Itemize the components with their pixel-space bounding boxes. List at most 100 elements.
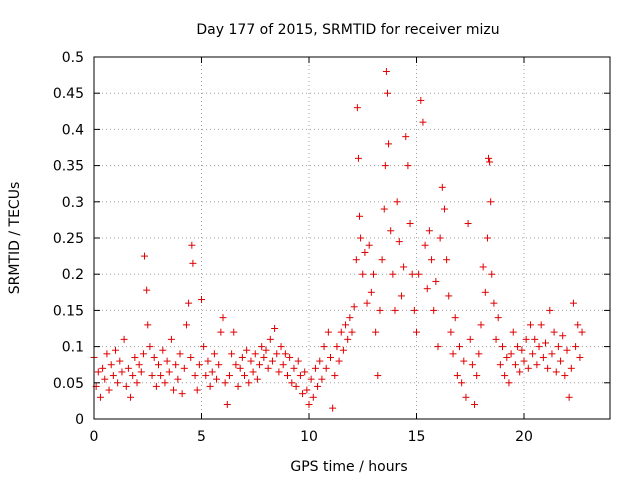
data-point xyxy=(350,303,358,311)
y-axis-label: SRMTID / TECUs xyxy=(7,182,23,295)
data-point xyxy=(436,234,444,242)
data-point xyxy=(266,335,274,343)
y-tick-label: 0.3 xyxy=(62,195,84,211)
data-point xyxy=(526,321,534,329)
data-point xyxy=(131,353,139,361)
data-point xyxy=(210,350,218,358)
data-point xyxy=(440,205,448,213)
data-point xyxy=(425,227,433,235)
data-point xyxy=(129,372,137,380)
y-tick-label: 0.45 xyxy=(53,86,84,102)
data-point xyxy=(552,368,560,376)
data-point xyxy=(365,241,373,249)
data-point xyxy=(559,332,567,340)
data-point xyxy=(316,357,324,365)
data-point xyxy=(378,256,386,264)
data-point xyxy=(178,390,186,398)
data-point xyxy=(381,162,389,170)
data-point xyxy=(520,357,528,365)
grid xyxy=(94,57,610,419)
data-point xyxy=(247,357,255,365)
data-point xyxy=(546,306,554,314)
data-point xyxy=(428,256,436,264)
data-point xyxy=(290,364,298,372)
data-point xyxy=(406,220,414,228)
data-point xyxy=(443,256,451,264)
data-point xyxy=(118,368,126,376)
data-point xyxy=(572,343,580,351)
data-point xyxy=(423,285,431,293)
data-point xyxy=(139,350,147,358)
data-point xyxy=(342,321,350,329)
data-point xyxy=(191,372,199,380)
data-point xyxy=(202,372,210,380)
data-point xyxy=(200,343,208,351)
data-point xyxy=(172,361,180,369)
data-point xyxy=(307,375,315,383)
data-point xyxy=(228,350,236,358)
data-point xyxy=(122,382,130,390)
x-axis-label: GPS time / hours xyxy=(290,459,407,475)
data-point xyxy=(576,353,584,361)
data-point xyxy=(367,288,375,296)
data-point xyxy=(567,364,575,372)
data-point xyxy=(305,401,313,409)
data-point xyxy=(404,162,412,170)
data-point xyxy=(320,343,328,351)
data-point xyxy=(522,335,530,343)
data-point xyxy=(395,238,403,246)
data-point xyxy=(387,227,395,235)
data-point xyxy=(279,361,287,369)
x-tick-label: 0 xyxy=(90,429,99,445)
data-point xyxy=(206,382,214,390)
data-point xyxy=(514,343,522,351)
data-point xyxy=(434,343,442,351)
data-point xyxy=(511,361,519,369)
data-point xyxy=(477,321,485,329)
data-point xyxy=(241,372,248,380)
data-point xyxy=(456,343,463,351)
data-point xyxy=(238,353,246,361)
data-point xyxy=(574,321,582,329)
data-point xyxy=(516,368,524,376)
data-point xyxy=(185,299,193,307)
data-point xyxy=(193,386,201,394)
chart-title: Day 177 of 2015, SRMTID for receiver miz… xyxy=(196,22,499,38)
data-point xyxy=(479,263,487,271)
data-point xyxy=(531,335,539,343)
data-point xyxy=(400,263,408,271)
data-point xyxy=(544,364,552,372)
data-point xyxy=(380,205,388,213)
data-point xyxy=(230,328,238,336)
data-point xyxy=(163,357,171,365)
data-point xyxy=(468,361,476,369)
data-point xyxy=(464,220,472,228)
data-point xyxy=(273,350,281,358)
data-point xyxy=(260,353,268,361)
data-point xyxy=(421,241,429,249)
data-point xyxy=(335,357,343,365)
data-point xyxy=(148,372,156,380)
x-tick-label: 10 xyxy=(300,429,318,445)
data-point xyxy=(120,335,128,343)
data-point xyxy=(94,368,102,376)
data-point xyxy=(141,252,149,260)
data-point xyxy=(296,372,304,380)
data-point xyxy=(124,364,132,372)
data-point xyxy=(157,372,165,380)
data-point xyxy=(361,248,369,256)
data-point xyxy=(133,379,141,387)
data-point xyxy=(353,104,361,112)
data-point xyxy=(243,346,251,354)
plot-frame xyxy=(93,56,611,420)
x-tick-label: 5 xyxy=(197,429,206,445)
data-point xyxy=(116,357,124,365)
data-point xyxy=(245,379,253,387)
data-point xyxy=(299,390,307,398)
data-point xyxy=(533,361,541,369)
data-point xyxy=(430,306,438,314)
data-point xyxy=(198,296,205,304)
data-point xyxy=(174,375,182,383)
data-point xyxy=(548,350,556,358)
axis-ticks: 0 5 10 15 20 0 0.05 0.1 0.15 0.2 0.25 0.3 0.35 0.4 0.4… xyxy=(53,50,610,445)
